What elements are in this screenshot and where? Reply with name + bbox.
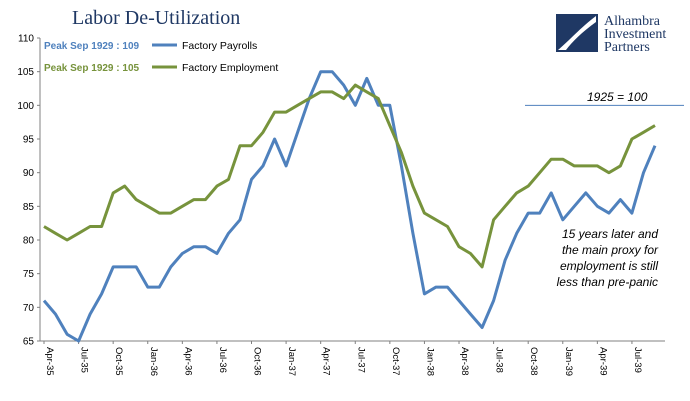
- base-label: 1925 = 100: [587, 90, 648, 104]
- x-tick-label: Apr-39: [597, 347, 608, 376]
- y-tick-label: 95: [23, 135, 35, 146]
- brand-logo: Alhambra Investment Partners: [556, 14, 666, 55]
- y-axis-ticks: 65 70 75 80 85 90 95 100 105 110: [17, 34, 40, 348]
- y-tick-label: 65: [23, 337, 35, 348]
- legend-label-payrolls: Factory Payrolls: [182, 40, 257, 52]
- x-tick-label: Oct-35: [113, 347, 124, 376]
- legend-label-employment: Factory Employment: [182, 62, 278, 74]
- x-tick-label: Jul-38: [494, 347, 505, 373]
- chart-annotation: 15 years later and the main proxy for em…: [557, 227, 659, 289]
- note-line-2: the main proxy for: [562, 243, 659, 257]
- x-tick-label: Oct-37: [390, 347, 401, 376]
- chart-series: [42, 70, 657, 343]
- y-tick-label: 100: [17, 101, 34, 112]
- y-tick-label: 110: [18, 34, 34, 45]
- brand-line-3: Partners: [604, 40, 650, 55]
- y-tick-label: 85: [23, 202, 35, 213]
- series-line-factory-payrolls: [42, 70, 657, 343]
- chart-legend: Peak Sep 1929 : 109 Factory Payrolls Pea…: [44, 40, 278, 74]
- y-tick-label: 75: [23, 269, 35, 280]
- x-tick-label: Oct-36: [252, 347, 263, 376]
- x-tick-label: Oct-38: [528, 347, 539, 376]
- peak-label-employment: Peak Sep 1929 : 105: [44, 63, 140, 74]
- x-tick-label: Jul-35: [79, 347, 90, 373]
- x-tick-label: Jan-37: [286, 347, 297, 376]
- x-axis-ticks: Apr-35 Jul-35 Oct-35 Jan-36 Apr-36 Jul-36 Oct-…: [43, 341, 643, 376]
- y-tick-label: 80: [23, 236, 35, 247]
- x-tick-label: Jan-36: [148, 347, 159, 376]
- x-tick-label: Apr-37: [321, 347, 332, 376]
- y-tick-label: 105: [17, 67, 34, 78]
- x-tick-label: Apr-36: [182, 347, 193, 376]
- x-tick-label: Jul-37: [355, 347, 366, 373]
- note-line-3: employment is still: [560, 259, 658, 273]
- x-tick-label: Jul-39: [632, 347, 643, 373]
- brand-logo-swoosh-icon: [558, 16, 596, 50]
- y-tick-label: 70: [23, 303, 35, 314]
- peak-label-payrolls: Peak Sep 1929 : 109: [44, 41, 140, 52]
- note-line-4: less than pre-panic: [557, 275, 658, 289]
- x-tick-label: Apr-38: [459, 347, 470, 376]
- x-tick-label: Apr-35: [44, 347, 55, 376]
- chart-axes: [39, 38, 665, 342]
- chart-title: Labor De-Utilization: [72, 7, 240, 29]
- x-tick-label: Jan-38: [424, 347, 435, 376]
- x-tick-label: Jul-36: [217, 347, 228, 373]
- x-tick-label: Jan-39: [563, 347, 574, 376]
- brand-line-1: Alhambra: [604, 14, 661, 29]
- y-tick-label: 90: [23, 168, 35, 179]
- series-line-factory-employment: [43, 83, 656, 269]
- note-line-1: 15 years later and: [562, 227, 658, 241]
- brand-line-2: Investment: [604, 27, 666, 42]
